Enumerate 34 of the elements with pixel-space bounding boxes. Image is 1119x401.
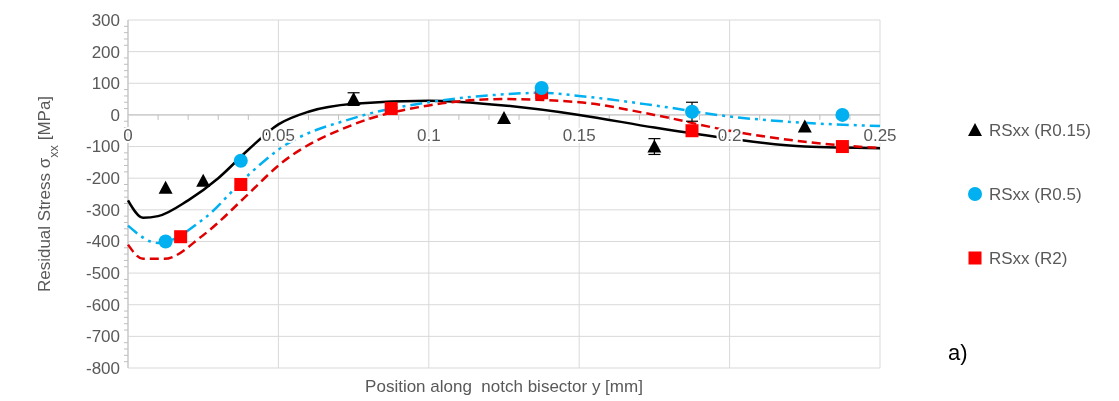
point (835, 107, 850, 122)
point (158, 180, 173, 194)
y-tick-label: 200 (91, 42, 120, 62)
point (685, 124, 699, 138)
y-tick-label: -500 (85, 264, 120, 284)
legend-label: RSxx (R0.15) (989, 120, 1092, 140)
point (384, 102, 398, 116)
x-axis-title: Position along notch bisector y [mm] (365, 377, 643, 396)
point (196, 173, 211, 187)
y-tick-label: 100 (91, 74, 120, 94)
point (534, 81, 549, 96)
y-tick-label: -800 (85, 358, 120, 378)
y-tick-label: -100 (85, 137, 120, 157)
text: a) (948, 340, 968, 365)
y-tick-label: -400 (85, 232, 120, 252)
legend-label: RSxx (R2) (989, 248, 1068, 268)
point (174, 230, 188, 244)
y-tick-label: -300 (85, 200, 120, 220)
point (497, 111, 511, 125)
legend-label: RSxx (R0.5) (989, 184, 1082, 204)
y-tick-label: -600 (85, 295, 120, 315)
x-tick-label: 0 (123, 125, 133, 145)
y-tick-label: 300 (91, 10, 120, 30)
point (234, 178, 248, 192)
point (797, 119, 812, 133)
point (835, 140, 849, 154)
y-tick-label: -200 (85, 169, 120, 189)
y-tick-label: 0 (110, 105, 120, 125)
point (233, 153, 248, 168)
x-tick-label: 0.15 (562, 125, 596, 145)
point (158, 234, 173, 249)
x-tick-label: 0.25 (863, 125, 897, 145)
y-tick-label: -700 (85, 327, 120, 347)
x-tick-label: 0.1 (416, 125, 441, 145)
